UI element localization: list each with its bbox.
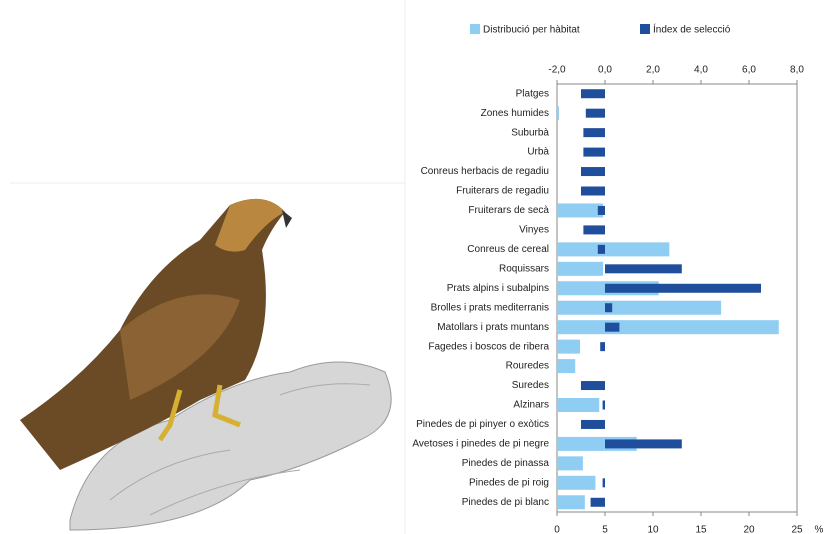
bar — [600, 342, 605, 352]
x-axis-label: % — [815, 525, 824, 534]
bar — [557, 495, 585, 510]
bar — [557, 339, 581, 354]
bar — [557, 417, 558, 432]
y-tick-label: Pinedes de pi roig — [469, 477, 549, 488]
legend-label: Distribució per hàbitat — [483, 25, 580, 36]
y-tick-label: Platges — [516, 88, 549, 99]
bar — [605, 264, 682, 274]
bar — [557, 242, 670, 257]
bar — [590, 497, 605, 507]
plot-frame — [556, 83, 798, 513]
y-tick-label: Fagedes i boscos de ribera — [428, 341, 549, 352]
legend-swatch — [640, 24, 650, 34]
bar — [557, 184, 558, 198]
bar — [557, 359, 576, 374]
bar — [605, 439, 682, 449]
legend-swatch — [470, 24, 480, 34]
y-tick-label: Matollars i prats muntans — [437, 322, 549, 333]
y-tick-label: Roquissars — [499, 263, 549, 274]
bar — [583, 147, 605, 157]
y-tick-label: Rouredes — [506, 361, 549, 372]
bar — [557, 475, 596, 490]
x2-tick-label: -2,0 — [548, 65, 566, 76]
legend-label: Índex de selecció — [653, 23, 731, 36]
x-tick-label: 25 — [791, 525, 803, 534]
bar — [557, 398, 600, 412]
y-tick-label: Brolles i prats mediterranis — [431, 302, 549, 313]
bar — [557, 164, 558, 179]
bar — [557, 261, 604, 276]
y-tick-label: Pinedes de pi blanc — [462, 497, 549, 508]
bar — [583, 128, 605, 138]
x-tick-label: 5 — [602, 525, 608, 534]
bar — [557, 203, 604, 218]
y-tick-label: Avetoses i pinedes de pi negre — [412, 439, 549, 450]
x2-tick-label: 4,0 — [694, 65, 708, 76]
bar — [583, 225, 605, 235]
bar — [581, 381, 605, 391]
bar — [557, 320, 779, 335]
x2-tick-label: 0,0 — [598, 65, 612, 76]
bar — [602, 478, 605, 488]
bar — [597, 205, 605, 215]
x2-tick-label: 2,0 — [646, 65, 660, 76]
x-tick-label: 0 — [554, 525, 560, 534]
y-tick-label: Pinedes de pinassa — [462, 458, 550, 469]
bar — [557, 145, 558, 160]
y-tick-label: Suburbà — [511, 127, 549, 138]
y-tick-label: Vinyes — [519, 225, 549, 236]
y-tick-label: Pinedes de pi pinyer o exòtics — [416, 419, 549, 430]
x-tick-label: 20 — [743, 525, 755, 534]
y-tick-label: Fruiterars de regadiu — [456, 186, 549, 197]
y-tick-label: Conreus herbacis de regadiu — [421, 166, 549, 177]
bar — [602, 400, 605, 410]
bar — [557, 222, 558, 237]
bar — [557, 106, 559, 121]
y-tick-label: Prats alpins i subalpins — [447, 283, 549, 294]
bar — [581, 419, 605, 429]
x-tick-label: 10 — [647, 525, 659, 534]
y-tick-label: Fruiterars de secà — [468, 205, 549, 216]
y-tick-label: Suredes — [512, 380, 549, 391]
eagle-illustration — [10, 0, 406, 534]
chart — [556, 83, 798, 513]
bar — [585, 108, 605, 118]
x2-tick-label: 6,0 — [742, 65, 756, 76]
bar — [557, 300, 722, 315]
bar — [581, 89, 605, 99]
y-tick-label: Urbà — [527, 147, 549, 158]
bar — [605, 283, 761, 293]
bar — [581, 167, 605, 177]
bar — [557, 125, 558, 140]
y-tick-label: Alzinars — [513, 400, 549, 411]
bar — [605, 322, 620, 332]
y-tick-label: Zones humides — [481, 108, 549, 119]
bar — [605, 303, 613, 313]
x-tick-label: 15 — [695, 525, 707, 534]
y-tick-label: Conreus de cereal — [467, 244, 549, 255]
bar — [557, 456, 583, 471]
bar — [597, 244, 605, 254]
bar — [581, 186, 605, 196]
x2-tick-label: 8,0 — [790, 65, 804, 76]
